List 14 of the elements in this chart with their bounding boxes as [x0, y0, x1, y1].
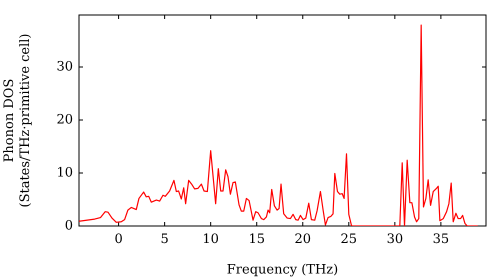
y-tick-label: 20: [56, 112, 73, 128]
x-tick-label: 5: [160, 232, 169, 248]
x-tick-label: 25: [340, 232, 358, 248]
y-tick-label: 10: [56, 165, 73, 180]
y-tick-label: 0: [64, 218, 73, 234]
x-tick-label: 20: [294, 232, 312, 248]
x-axis-title: Frequency (THz): [226, 262, 338, 278]
x-tick-label: 15: [248, 232, 265, 248]
y-tick-label: 30: [56, 59, 73, 74]
y-axis-title: Phonon DOS (States/THz·primitive cell): [2, 33, 33, 208]
x-tick-label: 10: [202, 232, 219, 248]
x-tick-label: 0: [114, 232, 123, 248]
x-tick-label: 35: [432, 232, 450, 248]
x-tick-label: 30: [386, 232, 404, 248]
